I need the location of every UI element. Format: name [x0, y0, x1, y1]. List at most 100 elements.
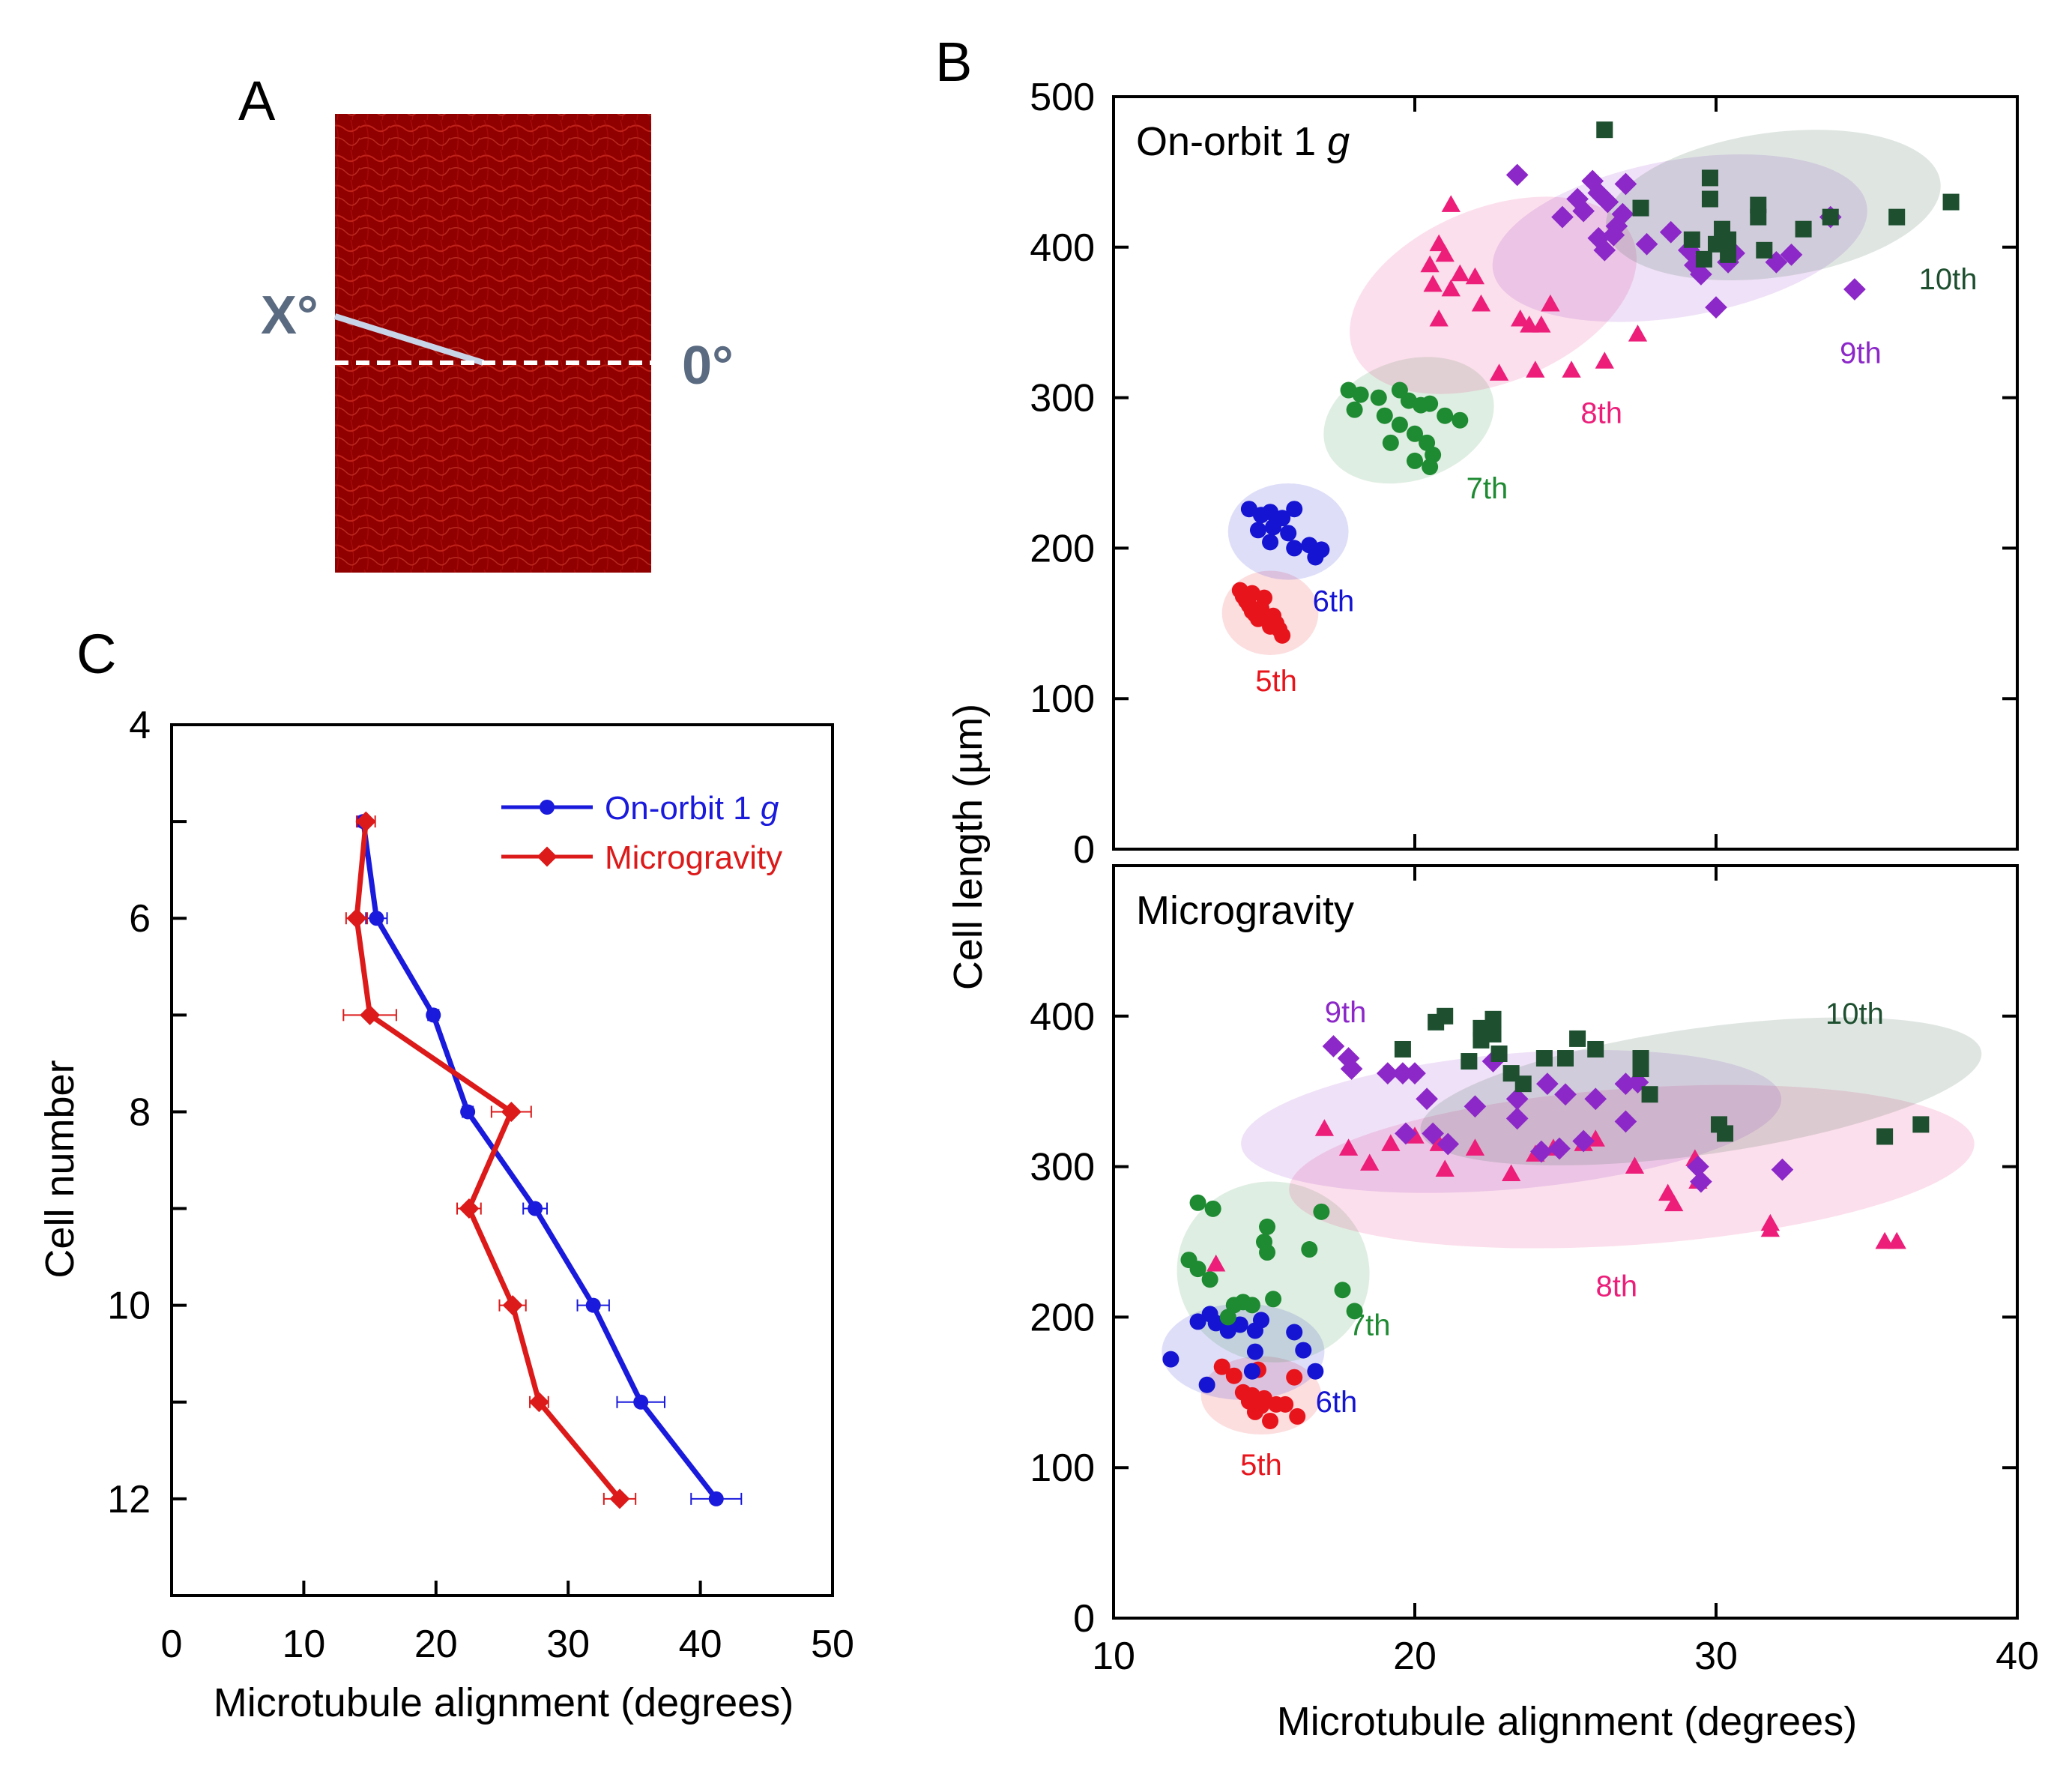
data-point-5th	[1262, 1412, 1279, 1429]
series-label-6th: 6th	[1313, 585, 1355, 618]
data-point-7th	[1452, 411, 1469, 429]
data-point-6th	[1231, 1316, 1248, 1333]
data-point	[459, 1198, 480, 1219]
data-point-7th	[1346, 401, 1363, 418]
y-tick-label: 12	[107, 1478, 151, 1521]
series-label-9th: 9th	[1840, 337, 1882, 369]
data-point-6th	[1249, 522, 1266, 539]
data-point-7th	[1422, 395, 1439, 412]
data-point-8th	[1465, 1138, 1485, 1156]
data-point-9th	[1614, 1110, 1637, 1133]
y-tick-label: 200	[1030, 1296, 1095, 1339]
data-point-8th	[1501, 1164, 1521, 1181]
data-point-10th	[1535, 1050, 1553, 1067]
data-point-10th	[1461, 1053, 1478, 1070]
data-point	[502, 1295, 523, 1316]
data-point-8th	[1429, 234, 1449, 252]
x-tick-label: 40	[679, 1623, 722, 1666]
data-point-8th	[1441, 279, 1461, 297]
data-point-6th	[1262, 534, 1279, 551]
data-point-5th	[1286, 1369, 1303, 1386]
data-point	[609, 1488, 630, 1509]
data-point-7th	[1437, 407, 1454, 424]
data-point-10th	[1717, 1125, 1734, 1142]
data-point-7th	[1422, 458, 1439, 475]
data-point-7th	[1259, 1218, 1276, 1235]
data-point	[585, 1297, 601, 1313]
microscopy-image	[335, 114, 651, 573]
data-point-10th	[1632, 199, 1649, 217]
data-point	[426, 1007, 441, 1023]
data-point-8th	[1595, 352, 1614, 369]
data-point	[708, 1491, 724, 1506]
c-x-axis-label: Microtubule alignment (degrees)	[214, 1680, 794, 1725]
data-point-9th	[1596, 190, 1619, 214]
data-point-8th	[1429, 309, 1449, 327]
x-tick-label: 40	[1996, 1635, 2039, 1678]
data-point-8th	[1887, 1231, 1906, 1249]
image-shade	[335, 114, 651, 573]
data-point-10th	[1683, 231, 1700, 248]
data-point-10th	[1394, 1040, 1411, 1058]
data-point-9th	[1705, 296, 1727, 319]
data-point-8th	[1471, 294, 1491, 312]
data-point-5th	[1243, 585, 1260, 602]
data-point-8th	[1435, 1159, 1455, 1177]
data-point-6th	[1307, 549, 1324, 566]
data-point-10th	[1587, 1040, 1604, 1058]
data-point-8th	[1338, 1138, 1359, 1156]
data-point-7th	[1370, 389, 1387, 406]
y-tick-label: 500	[1030, 76, 1095, 119]
data-point-10th	[1822, 208, 1839, 226]
series-label-6th: 6th	[1316, 1386, 1358, 1419]
data-point-6th	[1252, 1312, 1269, 1329]
data-point-7th	[1352, 386, 1369, 403]
y-tick-label: 400	[1030, 995, 1095, 1039]
data-point	[633, 1394, 649, 1410]
data-point-5th	[1274, 627, 1291, 644]
panel-condition-label: Microgravity	[1136, 888, 1354, 933]
data-point-10th	[1514, 1075, 1532, 1093]
data-point-8th	[1875, 1231, 1894, 1249]
data-point-7th	[1256, 1234, 1272, 1250]
series-label-5th: 5th	[1240, 1449, 1282, 1482]
data-point-9th	[1635, 232, 1658, 256]
series-label-10th: 10th	[1825, 998, 1884, 1031]
b-x-axis-label: Microtubule alignment (degrees)	[1277, 1699, 1857, 1744]
data-point-10th	[1876, 1128, 1894, 1145]
data-point-7th	[1376, 407, 1393, 424]
data-point-8th	[1314, 1119, 1335, 1136]
x-tick-label: 30	[1694, 1635, 1738, 1678]
data-point-9th	[1572, 199, 1595, 223]
data-point-7th	[1243, 1297, 1260, 1314]
data-point	[528, 1201, 543, 1216]
data-point-8th	[1541, 294, 1560, 312]
data-point-10th	[1795, 220, 1812, 238]
data-point-8th	[1450, 264, 1470, 282]
legend-label: Microgravity	[605, 839, 782, 876]
data-point-9th	[1690, 263, 1712, 286]
y-tick-label: 200	[1030, 527, 1095, 570]
data-point-9th	[1572, 1129, 1595, 1153]
data-point-9th	[1690, 1170, 1712, 1193]
data-point-7th	[1313, 1203, 1330, 1220]
data-point-8th	[1526, 360, 1545, 378]
data-point-6th	[1286, 1324, 1303, 1341]
panel-letter-a: A	[238, 70, 276, 132]
data-point-7th	[1201, 1271, 1218, 1288]
data-point-8th	[1206, 1254, 1226, 1272]
data-point-8th	[1532, 316, 1551, 333]
x-tick-label: 10	[1092, 1635, 1135, 1678]
cluster-ellipse-10th	[1420, 1017, 1982, 1165]
data-point-8th	[1658, 1183, 1678, 1201]
angle-x-label: X°	[261, 286, 318, 346]
data-point-9th	[1602, 223, 1625, 247]
data-point	[460, 1104, 476, 1120]
data-point	[346, 908, 367, 929]
data-point-5th	[1262, 618, 1279, 635]
data-point	[528, 1392, 549, 1413]
data-point-9th	[1376, 1062, 1399, 1084]
data-point-9th	[1464, 1095, 1487, 1118]
data-point-5th	[1213, 1358, 1230, 1375]
plot-frame	[1112, 95, 2019, 851]
